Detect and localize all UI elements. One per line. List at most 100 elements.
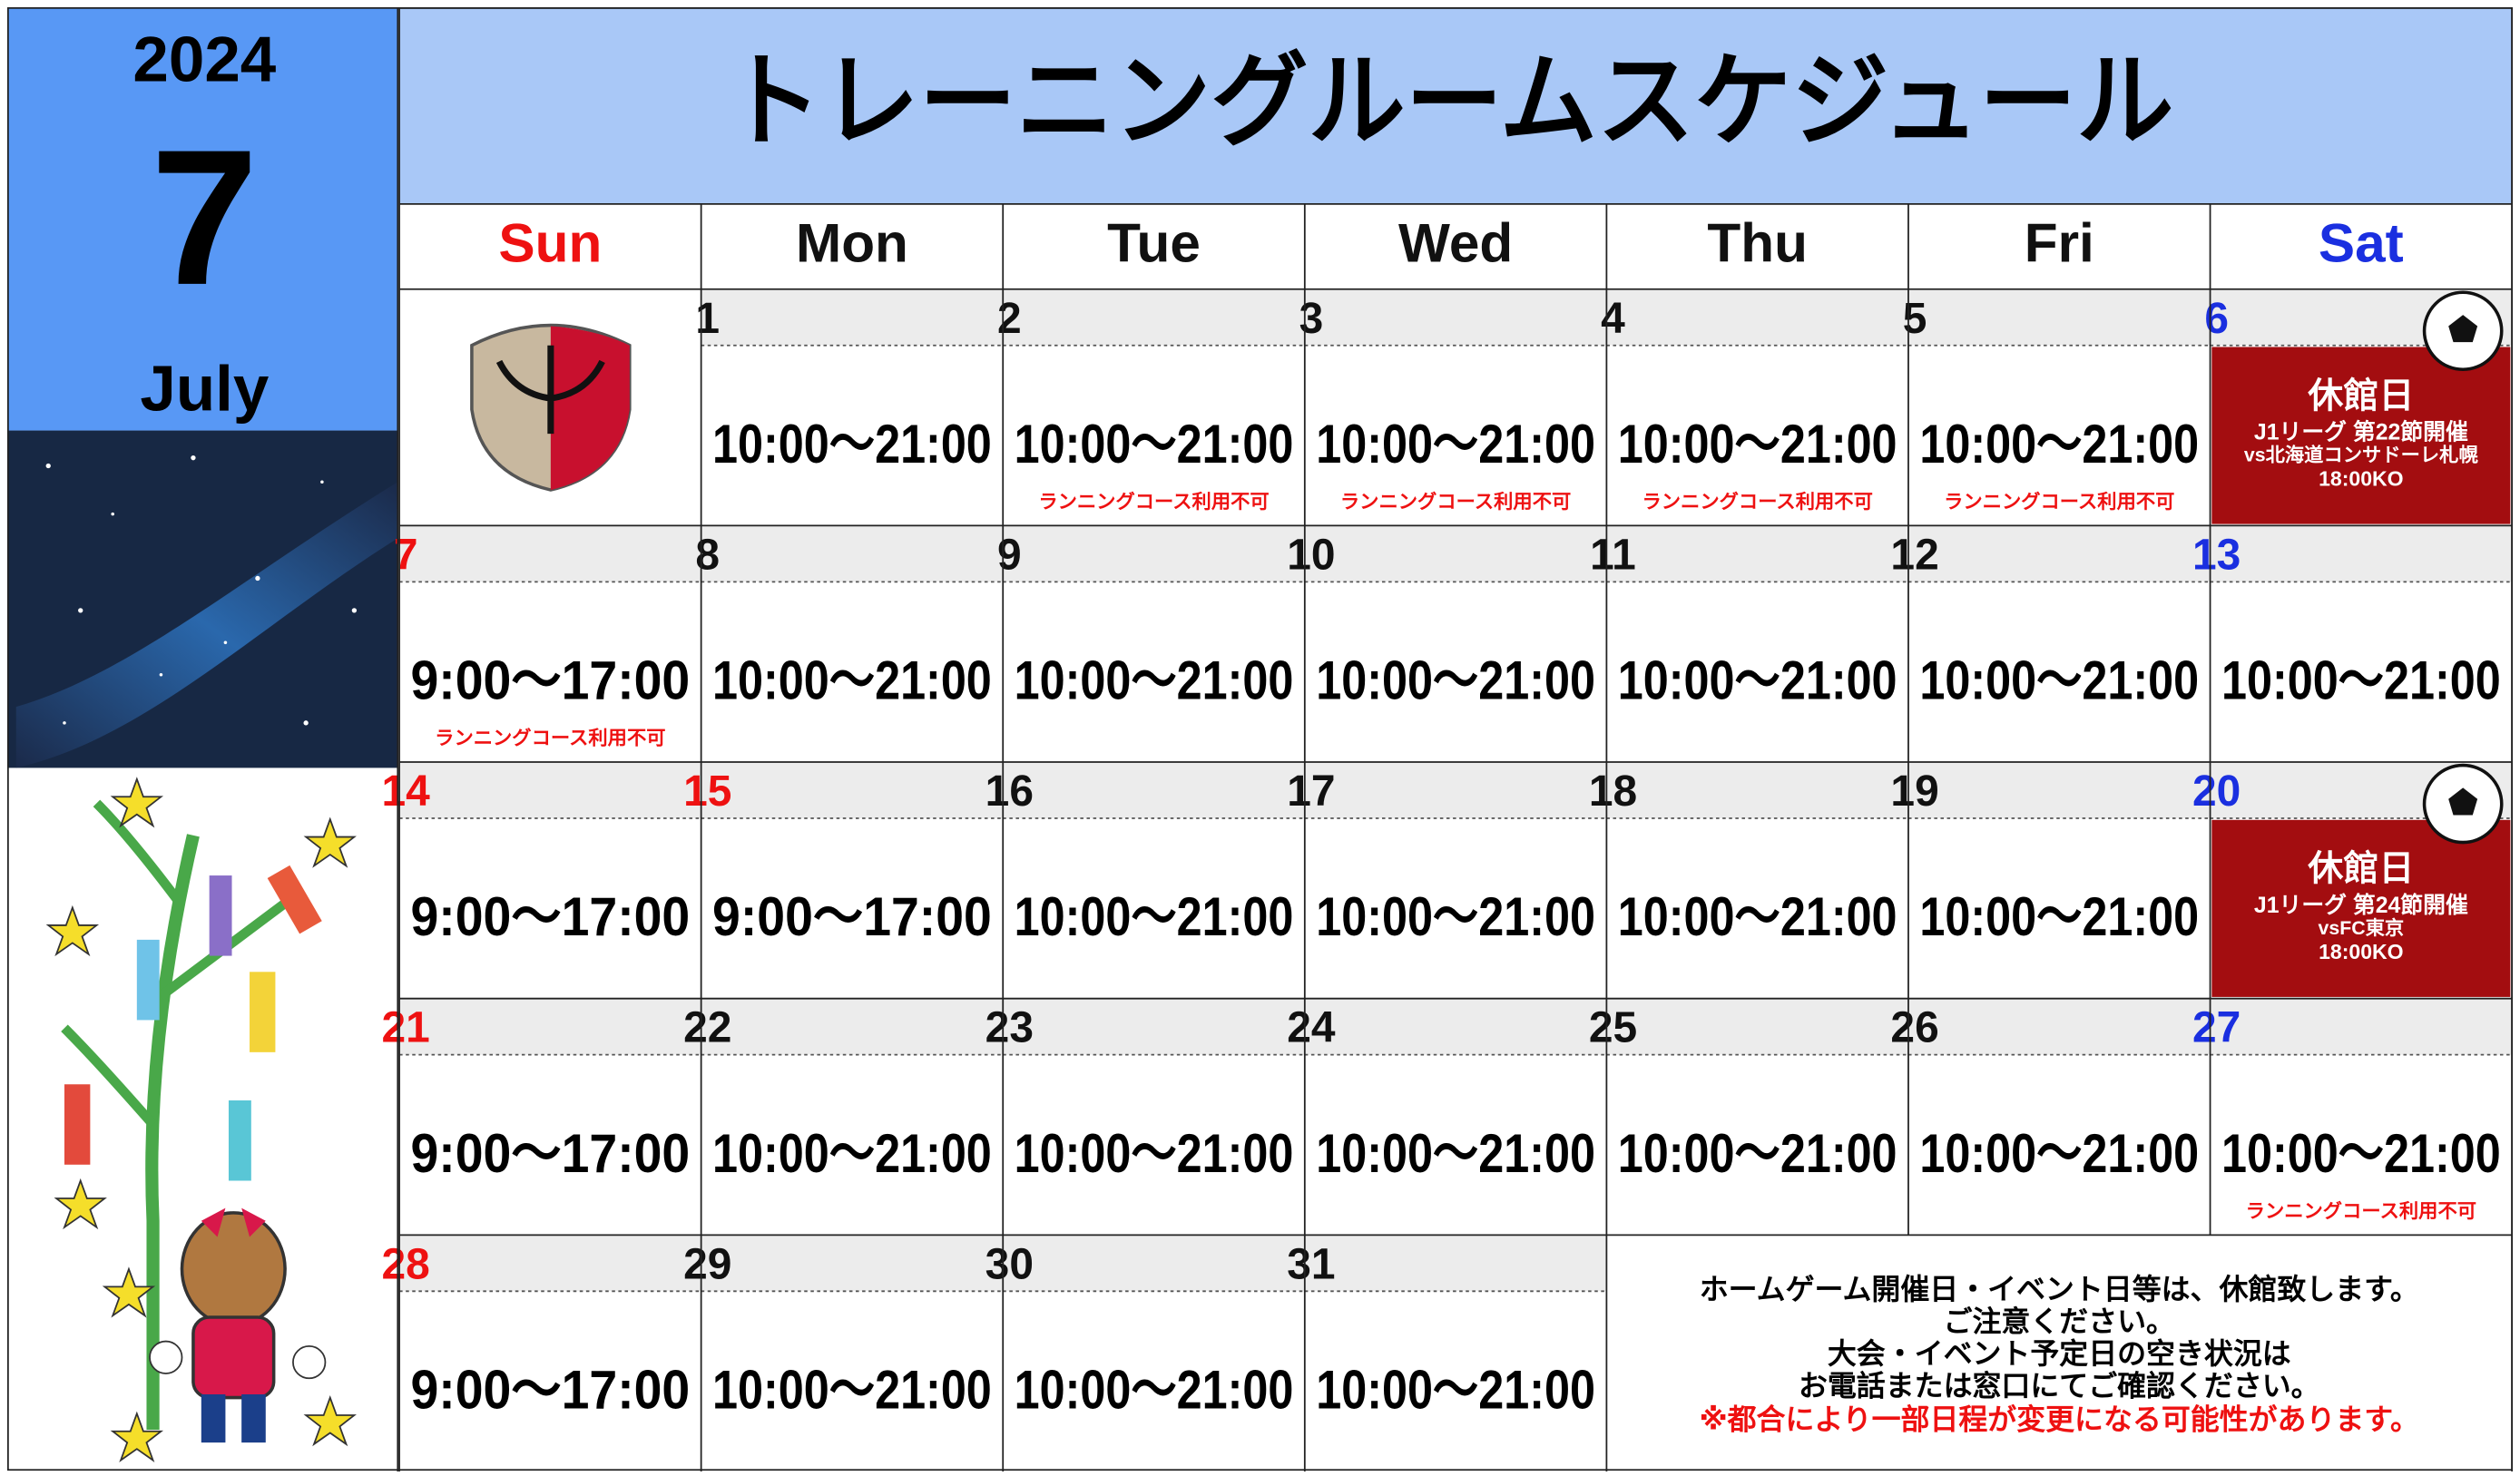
hours: 10:00～21:00 <box>1316 1122 1595 1184</box>
hours: 10:00～21:00 <box>1618 885 1897 947</box>
day-number: 9 <box>997 531 1022 579</box>
hours: 10:00～21:00 <box>1015 413 1294 474</box>
day-number: 3 <box>1299 295 1324 343</box>
hours: 10:00～21:00 <box>1316 885 1595 947</box>
hours: 10:00～21:00 <box>1919 1122 2199 1184</box>
hours: 10:00～21:00 <box>1015 1359 1294 1421</box>
logo <box>470 323 632 492</box>
date-strip <box>2210 525 2513 582</box>
day-number: 24 <box>1287 1004 1336 1052</box>
date-strip <box>1606 288 1908 346</box>
day-number: 26 <box>1890 1004 1938 1052</box>
day-number: 29 <box>683 1240 731 1288</box>
stars <box>45 455 358 726</box>
hours: 10:00～21:00 <box>1919 885 2199 947</box>
notice: 大会・イベント予定日の空き状況は <box>1828 1337 2291 1370</box>
hours: 10:00～21:00 <box>712 1359 992 1421</box>
day-number: 4 <box>1601 295 1625 343</box>
hours: 9:00～17:00 <box>410 1122 690 1184</box>
soccer-ball-patch <box>2448 315 2478 343</box>
note: ランニングコース利用不可 <box>2246 1199 2476 1222</box>
date-strip <box>399 525 701 582</box>
closed-box <box>2211 819 2511 997</box>
date-strip <box>1003 998 1305 1055</box>
closed-box <box>2211 347 2511 524</box>
date-strip <box>1304 525 1607 582</box>
day-number: 12 <box>1890 531 1938 579</box>
day-number: 5 <box>1903 295 1927 343</box>
day-number: 14 <box>382 767 431 816</box>
weekday: Mon <box>796 212 908 274</box>
hours: 10:00～21:00 <box>1316 413 1595 474</box>
date-strip <box>1606 762 1908 819</box>
kickoff: 18:00KO <box>2319 467 2404 491</box>
date-strip <box>1907 525 2211 582</box>
date-strip <box>399 762 701 819</box>
date-strip <box>701 1235 1004 1292</box>
hours: 9:00～17:00 <box>410 885 690 947</box>
notice: ホームゲーム開催日・イベント日等は、休館致します。 <box>1700 1273 2419 1305</box>
date-strip <box>1606 525 1908 582</box>
hours: 10:00～21:00 <box>1919 413 2199 474</box>
date-strip <box>1003 288 1305 346</box>
weekday: Thu <box>1707 212 1808 274</box>
day-number: 30 <box>985 1240 1034 1288</box>
hours: 9:00～17:00 <box>712 885 992 947</box>
hours: 10:00～21:00 <box>712 1122 992 1184</box>
title: トレーニングルームスケジュール <box>724 44 2173 159</box>
date-strip <box>1304 288 1607 346</box>
weekday: Wed <box>1398 212 1513 274</box>
day-number: 27 <box>2192 1004 2241 1052</box>
tanabata-image <box>45 777 357 1462</box>
weekday: Tue <box>1107 212 1201 274</box>
mascot-image <box>149 1207 327 1443</box>
hours: 9:00～17:00 <box>410 1359 690 1421</box>
year: 2024 <box>132 24 276 96</box>
day-number: 17 <box>1287 767 1335 816</box>
date-strip <box>701 525 1004 582</box>
day-number: 31 <box>1287 1240 1335 1288</box>
milky-way <box>15 482 398 768</box>
weekday: Fri <box>2025 212 2094 274</box>
date-strip <box>1907 998 2211 1055</box>
weekday: Sat <box>2319 212 2404 274</box>
day-number: 15 <box>683 767 731 816</box>
day-number: 23 <box>985 1004 1034 1052</box>
note: ランニングコース利用不可 <box>435 727 665 749</box>
day-number: 16 <box>985 767 1034 816</box>
hours: 10:00～21:00 <box>1618 413 1897 474</box>
date-strip <box>2210 998 2513 1055</box>
day-number: 18 <box>1589 767 1637 816</box>
closed: 休館日 <box>2307 376 2414 415</box>
hours: 10:00～21:00 <box>2221 650 2501 711</box>
hours: 10:00～21:00 <box>1618 650 1897 711</box>
hours: 10:00～21:00 <box>712 650 992 711</box>
day-number: 21 <box>382 1004 430 1052</box>
day-number: 11 <box>1590 531 1636 579</box>
hours: 10:00～21:00 <box>1015 650 1294 711</box>
date-strip <box>1304 762 1607 819</box>
date-strip <box>1907 288 2211 346</box>
date-strip <box>1003 762 1305 819</box>
kickoff: 18:00KO <box>2319 940 2404 963</box>
warning: ※都合により一部日程が変更になる可能性があります。 <box>1700 1403 2419 1436</box>
notice: ご注意ください。 <box>1944 1305 2175 1338</box>
date-strip <box>1003 1235 1305 1292</box>
event: J1リーグ 第24節開催 <box>2254 892 2468 918</box>
hours: 9:00～17:00 <box>410 650 690 711</box>
hours: 10:00～21:00 <box>1316 650 1595 711</box>
day-number: 22 <box>683 1004 731 1052</box>
note: ランニングコース利用不可 <box>1340 490 1571 513</box>
weekday: Sun <box>498 212 602 274</box>
hours: 10:00～21:00 <box>1015 1122 1294 1184</box>
day-number: 8 <box>695 531 720 579</box>
day-number: 25 <box>1589 1004 1637 1052</box>
notice: お電話または窓口にてご確認ください。 <box>1799 1369 2320 1402</box>
date-strip <box>1003 525 1305 582</box>
day-number: 6 <box>2204 295 2229 343</box>
day-number: 13 <box>2192 531 2241 579</box>
title-band <box>399 7 2513 204</box>
opponent: vsFC東京 <box>2319 916 2405 939</box>
